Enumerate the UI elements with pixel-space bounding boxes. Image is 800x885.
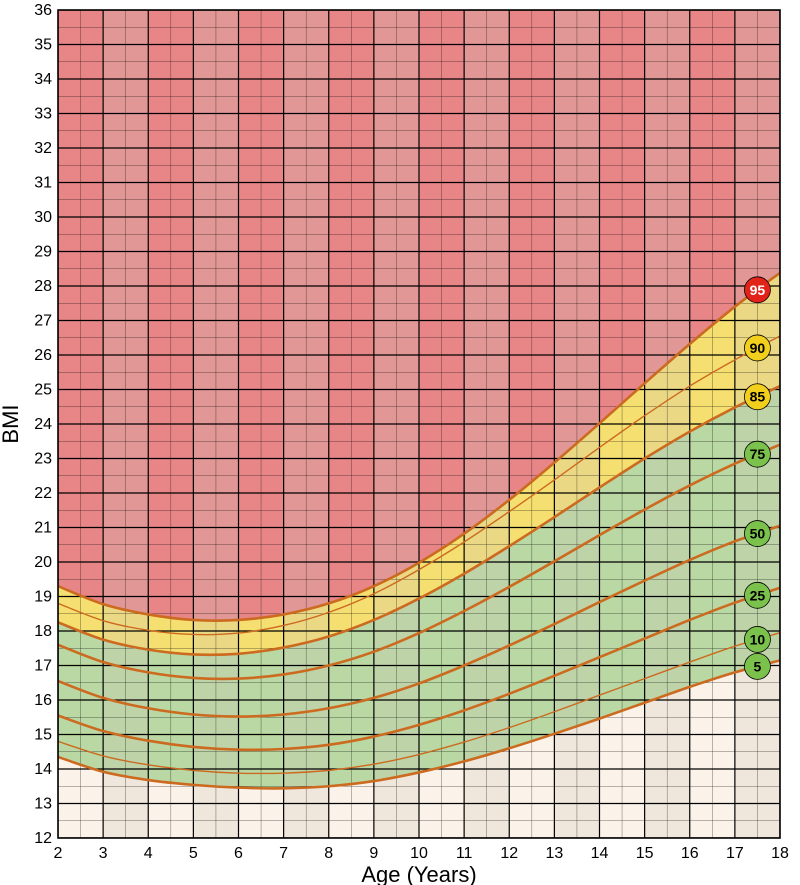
svg-text:90: 90 <box>750 340 766 356</box>
x-tick-label: 6 <box>234 845 243 862</box>
x-tick-label: 13 <box>545 845 563 862</box>
percentile-marker-10: 10 <box>744 626 770 652</box>
percentile-marker-25: 25 <box>744 582 770 608</box>
svg-text:85: 85 <box>750 389 766 405</box>
y-tick-label: 14 <box>34 761 52 778</box>
y-tick-label: 23 <box>34 451 52 468</box>
svg-text:10: 10 <box>750 631 766 647</box>
percentile-marker-5: 5 <box>744 653 770 679</box>
y-tick-label: 27 <box>34 313 52 330</box>
x-tick-label: 7 <box>279 845 288 862</box>
svg-text:25: 25 <box>750 587 766 603</box>
x-tick-label: 9 <box>369 845 378 862</box>
percentile-marker-90: 90 <box>744 335 770 361</box>
y-tick-label: 36 <box>34 2 52 19</box>
x-tick-label: 18 <box>771 845 789 862</box>
y-tick-label: 15 <box>34 727 52 744</box>
percentile-marker-75: 75 <box>744 441 770 467</box>
y-tick-label: 19 <box>34 589 52 606</box>
y-tick-label: 31 <box>34 175 52 192</box>
y-tick-label: 13 <box>34 796 52 813</box>
y-tick-label: 22 <box>34 485 52 502</box>
svg-text:95: 95 <box>750 282 766 298</box>
x-tick-label: 5 <box>189 845 198 862</box>
x-tick-label: 11 <box>456 845 473 862</box>
svg-text:5: 5 <box>754 658 762 674</box>
y-tick-label: 18 <box>34 623 52 640</box>
y-tick-label: 34 <box>34 71 52 88</box>
percentile-marker-50: 50 <box>744 521 770 547</box>
y-tick-label: 30 <box>34 209 52 226</box>
percentile-marker-85: 85 <box>744 384 770 410</box>
x-tick-label: 10 <box>410 845 428 862</box>
y-tick-label: 35 <box>34 37 52 54</box>
y-tick-label: 32 <box>34 140 52 157</box>
y-tick-label: 29 <box>34 244 52 261</box>
x-tick-label: 8 <box>324 845 333 862</box>
x-tick-label: 4 <box>144 845 153 862</box>
y-tick-label: 33 <box>34 106 52 123</box>
x-tick-label: 12 <box>500 845 518 862</box>
bmi-percentile-chart: 1213141516171819202122232425262728293031… <box>0 0 800 885</box>
x-tick-label: 16 <box>681 845 699 862</box>
x-tick-label: 17 <box>726 845 744 862</box>
x-axis-title: Age (Years) <box>361 862 476 885</box>
y-axis-title: BMI <box>0 404 23 443</box>
y-tick-label: 17 <box>34 658 52 675</box>
x-tick-label: 15 <box>636 845 654 862</box>
y-tick-label: 12 <box>34 830 52 847</box>
y-tick-label: 20 <box>34 554 52 571</box>
svg-text:50: 50 <box>750 526 766 542</box>
percentile-marker-95: 95 <box>744 277 770 303</box>
y-tick-label: 28 <box>34 278 52 295</box>
y-tick-label: 25 <box>34 382 52 399</box>
y-tick-label: 16 <box>34 692 52 709</box>
x-tick-label: 2 <box>54 845 63 862</box>
y-tick-label: 24 <box>34 416 52 433</box>
y-tick-label: 26 <box>34 347 52 364</box>
y-tick-label: 21 <box>34 520 52 537</box>
x-tick-label: 14 <box>591 845 609 862</box>
x-tick-label: 3 <box>99 845 108 862</box>
svg-text:75: 75 <box>750 446 766 462</box>
